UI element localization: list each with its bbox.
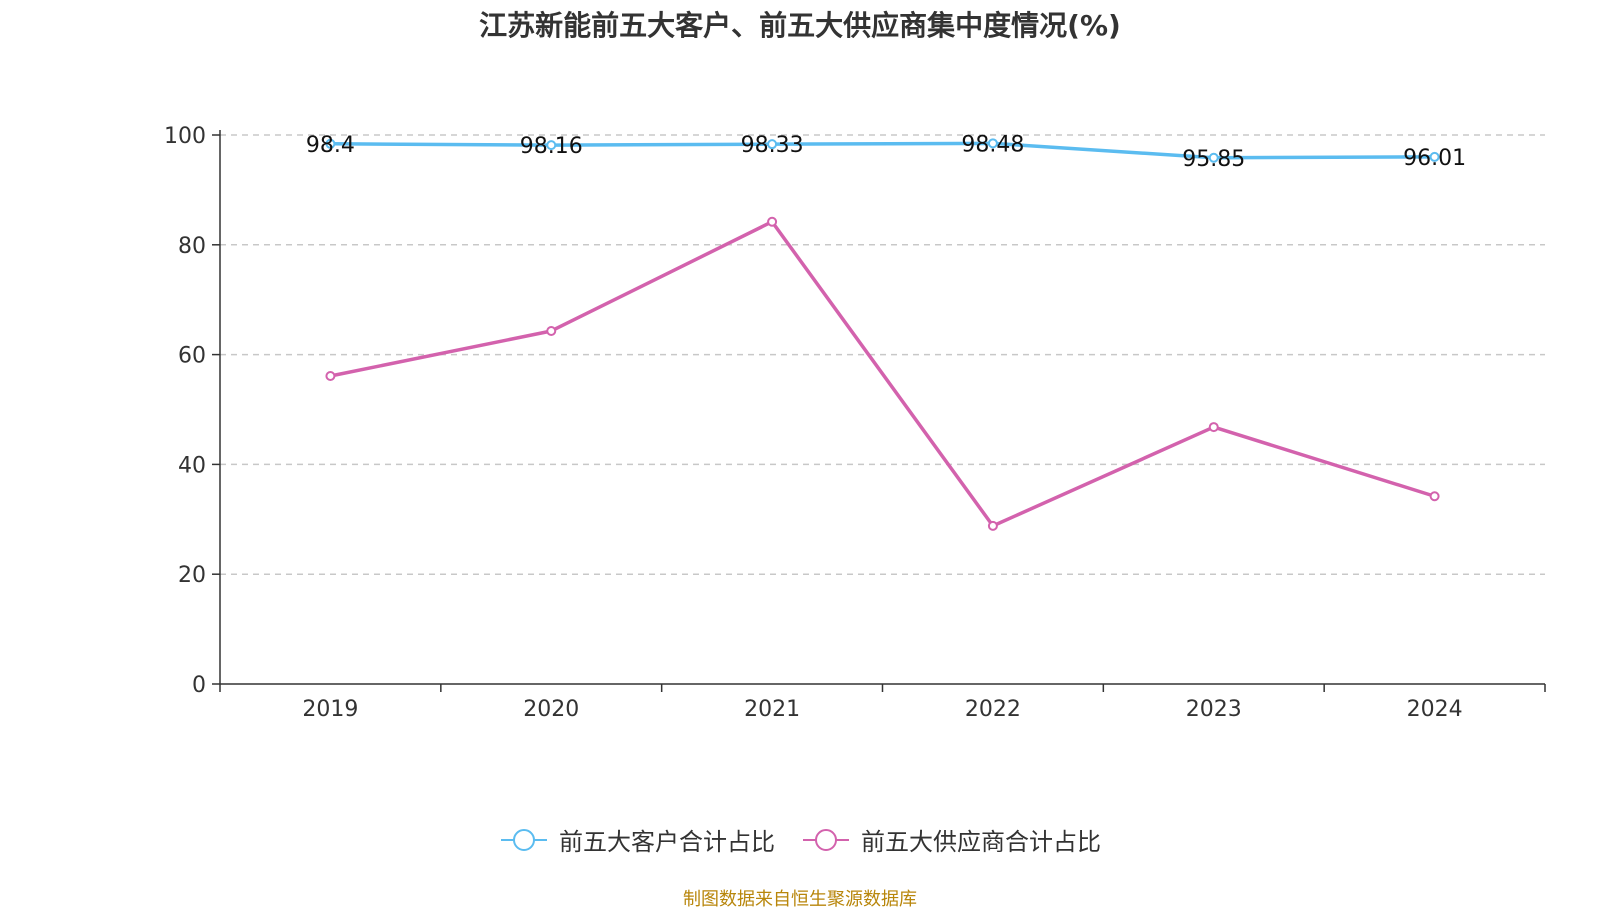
data-point-0 [987, 138, 998, 149]
data-point-0 [325, 138, 336, 149]
data-point-1 [325, 371, 336, 382]
x-tick-label: 2022 [965, 697, 1021, 722]
data-label: 98.4 [306, 133, 355, 158]
data-label: 98.33 [741, 133, 804, 158]
x-tick-label: 2019 [302, 697, 358, 722]
y-tick-label: 20 [178, 563, 206, 588]
data-label: 98.16 [520, 134, 583, 159]
chart-title: 江苏新能前五大客户、前五大供应商集中度情况(%) [479, 9, 1121, 42]
data-label: 98.48 [961, 132, 1024, 157]
legend-label-suppliers: 前五大供应商合计占比 [861, 828, 1101, 856]
y-tick-label: 80 [178, 234, 206, 259]
data-point-0 [546, 140, 557, 151]
data-point-1 [1208, 422, 1219, 433]
data-point-1 [987, 520, 998, 531]
x-tick-label: 2024 [1407, 697, 1463, 722]
source-note: 制图数据来自恒生聚源数据库 [683, 889, 917, 910]
legend-item-suppliers[interactable]: 前五大供应商合计占比 [801, 822, 1101, 857]
y-tick-label: 60 [178, 344, 206, 369]
data-point-1 [767, 216, 778, 227]
series-line-0 [330, 141, 1435, 160]
data-labels: 98.4 98.16 98.33 98.48 95.85 96.01 [306, 132, 1466, 171]
data-point-0 [1208, 152, 1219, 163]
x-tick-label: 2020 [523, 697, 579, 722]
data-label: 96.01 [1403, 146, 1466, 171]
legend-item-customers[interactable]: 前五大客户合计占比 [499, 822, 775, 857]
legend-marker-customers-icon [501, 828, 547, 851]
legend: 前五大客户合计占比 前五大供应商合计占比 [0, 822, 1600, 857]
series-line-1 [330, 219, 1436, 528]
gridlines [220, 134, 1545, 575]
y-tick-label: 0 [192, 673, 206, 698]
y-tick-label: 100 [164, 124, 206, 149]
data-point-0 [767, 139, 778, 150]
data-point-1 [546, 325, 557, 336]
legend-marker-suppliers-icon [803, 828, 849, 851]
x-tick-label: 2023 [1186, 697, 1242, 722]
axes: 0 20 40 60 80 100 2019 2020 2021 2022 2023 2024 [164, 124, 1546, 722]
legend-label-customers: 前五大客户合计占比 [559, 828, 775, 856]
y-tick-label: 40 [178, 453, 206, 478]
data-point-1 [1429, 491, 1440, 502]
data-point-0 [1429, 151, 1440, 162]
data-label: 95.85 [1182, 147, 1245, 172]
series-layer [325, 138, 1440, 531]
x-tick-label: 2021 [744, 697, 800, 722]
